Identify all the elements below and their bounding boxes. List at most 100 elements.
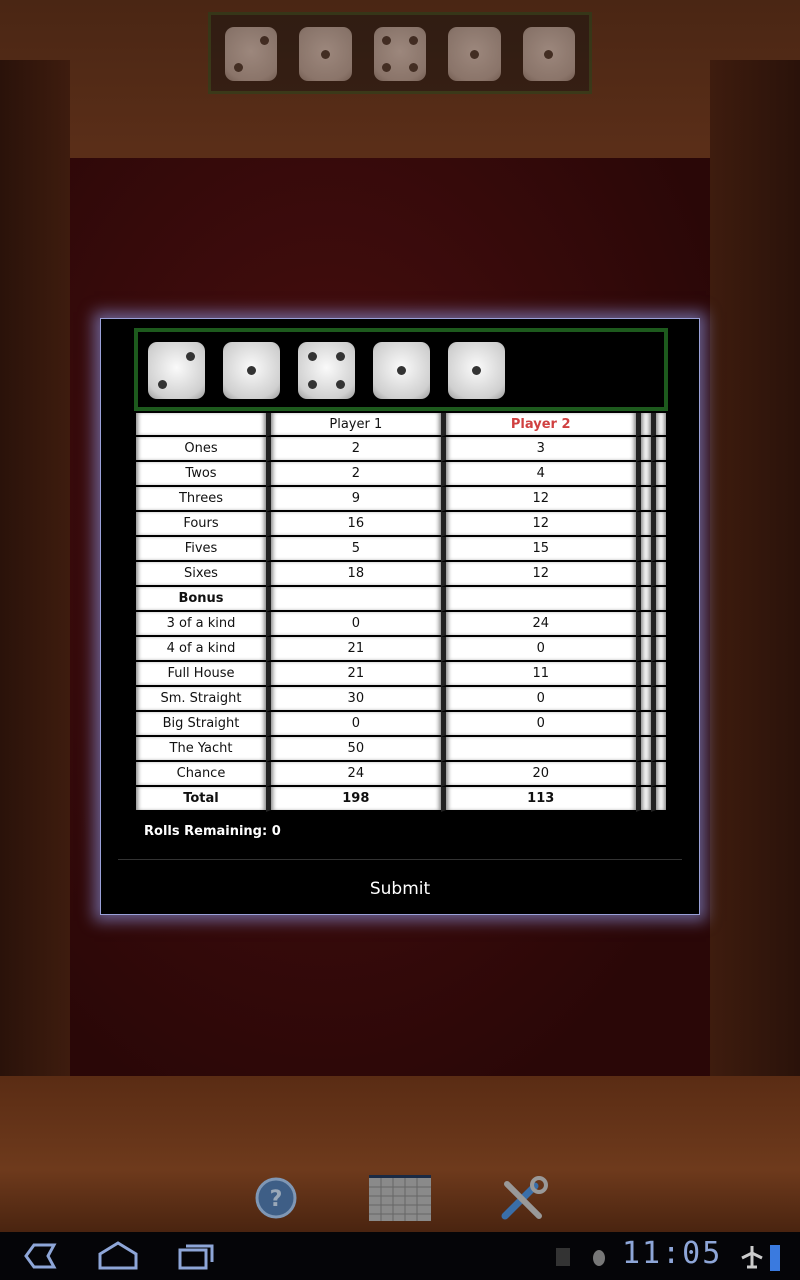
table-row: Ones 2 3: [136, 437, 666, 462]
help-button[interactable]: ?: [247, 1176, 305, 1220]
divider: [118, 859, 682, 860]
player-1-score[interactable]: 0: [266, 612, 441, 637]
table-row: Full House 21 11: [136, 662, 666, 687]
player-3-score[interactable]: [635, 662, 651, 687]
die-4[interactable]: [373, 27, 427, 81]
table-row: The Yacht 50: [136, 737, 666, 762]
player-3-score[interactable]: [635, 787, 651, 812]
player-2-score[interactable]: 4: [440, 462, 636, 487]
die-pip: [397, 366, 406, 375]
player-1-score[interactable]: 0: [266, 712, 441, 737]
row-label: Sixes: [136, 562, 266, 587]
sd-card-icon: [556, 1248, 570, 1266]
player-4-score[interactable]: [650, 662, 666, 687]
die-2[interactable]: [225, 27, 278, 81]
player-4-score[interactable]: [650, 737, 666, 762]
player-3-score[interactable]: [635, 712, 651, 737]
player-1-score[interactable]: 30: [266, 687, 441, 712]
player-2-score[interactable]: 20: [440, 762, 636, 787]
settings-button[interactable]: [495, 1176, 551, 1222]
player-4-score[interactable]: [650, 512, 666, 537]
die-4[interactable]: [298, 342, 355, 399]
table-row: Big Straight 0 0: [136, 712, 666, 737]
player-3-score[interactable]: [635, 512, 651, 537]
scorecard-button[interactable]: [368, 1174, 432, 1222]
player-2-score[interactable]: 0: [440, 687, 636, 712]
player-2-score[interactable]: 11: [440, 662, 636, 687]
player-1-score[interactable]: 21: [266, 662, 441, 687]
settings-tools-icon: [501, 1176, 548, 1220]
submit-button[interactable]: Submit: [369, 879, 431, 899]
player-3-score[interactable]: [635, 562, 651, 587]
die-1[interactable]: [223, 342, 280, 399]
player-1-score[interactable]: 198: [266, 787, 441, 812]
player-2-score[interactable]: 24: [440, 612, 636, 637]
player-2-score[interactable]: [440, 737, 636, 762]
airplane-mode-icon: [741, 1246, 763, 1269]
player-4-score[interactable]: [650, 437, 666, 462]
player-3-score[interactable]: [635, 437, 651, 462]
current-dice-strip: [134, 328, 668, 411]
player-4-score[interactable]: [650, 787, 666, 812]
table-row: Fives 5 15: [136, 537, 666, 562]
row-label: Twos: [136, 462, 266, 487]
player-1-score[interactable]: 9: [266, 487, 441, 512]
player-2-score[interactable]: 0: [440, 712, 636, 737]
header-player-4: [650, 413, 666, 437]
player-4-score[interactable]: [650, 562, 666, 587]
player-4-score[interactable]: [650, 712, 666, 737]
die-1[interactable]: [299, 27, 352, 81]
player-1-score[interactable]: [266, 587, 441, 612]
player-1-score[interactable]: 2: [266, 462, 441, 487]
home-icon[interactable]: [96, 1240, 140, 1272]
row-label: Threes: [136, 487, 266, 512]
player-3-score[interactable]: [635, 462, 651, 487]
player-4-score[interactable]: [650, 487, 666, 512]
player-4-score[interactable]: [650, 637, 666, 662]
player-2-score[interactable]: 3: [440, 437, 636, 462]
player-1-score[interactable]: 5: [266, 537, 441, 562]
player-1-score[interactable]: 2: [266, 437, 441, 462]
player-2-score[interactable]: 12: [440, 562, 636, 587]
player-1-score[interactable]: 18: [266, 562, 441, 587]
die-pip: [382, 63, 392, 72]
die-2[interactable]: [148, 342, 205, 399]
player-2-score[interactable]: 0: [440, 637, 636, 662]
player-2-score[interactable]: 113: [440, 787, 636, 812]
die-1[interactable]: [373, 342, 430, 399]
player-1-score[interactable]: 50: [266, 737, 441, 762]
player-3-score[interactable]: [635, 487, 651, 512]
die-1[interactable]: [448, 27, 501, 81]
player-3-score[interactable]: [635, 537, 651, 562]
player-4-score[interactable]: [650, 537, 666, 562]
player-3-score[interactable]: [635, 687, 651, 712]
player-4-score[interactable]: [650, 687, 666, 712]
row-label: Total: [136, 787, 266, 812]
battery-icon: [770, 1245, 780, 1271]
player-2-score[interactable]: 15: [440, 537, 636, 562]
die-1[interactable]: [448, 342, 505, 399]
back-icon[interactable]: [18, 1240, 58, 1272]
player-3-score[interactable]: [635, 587, 651, 612]
die-pip: [382, 36, 392, 45]
player-1-score[interactable]: 24: [266, 762, 441, 787]
player-3-score[interactable]: [635, 762, 651, 787]
player-3-score[interactable]: [635, 737, 651, 762]
player-3-score[interactable]: [635, 637, 651, 662]
player-2-score[interactable]: 12: [440, 512, 636, 537]
scorecard-table: Player 1 Player 2 Ones 2 3 Twos 2 4 Threes 9 12 F…: [136, 413, 666, 812]
player-1-score[interactable]: 21: [266, 637, 441, 662]
player-4-score[interactable]: [650, 762, 666, 787]
die-pip: [472, 366, 481, 375]
player-2-score[interactable]: [440, 587, 636, 612]
player-4-score[interactable]: [650, 462, 666, 487]
player-2-score[interactable]: 12: [440, 487, 636, 512]
player-4-score[interactable]: [650, 587, 666, 612]
player-4-score[interactable]: [650, 612, 666, 637]
die-pip: [247, 366, 256, 375]
player-3-score[interactable]: [635, 612, 651, 637]
die-1[interactable]: [522, 27, 576, 81]
player-1-score[interactable]: 16: [266, 512, 441, 537]
status-clock: 11:05: [622, 1236, 723, 1271]
recent-apps-icon[interactable]: [176, 1240, 218, 1272]
